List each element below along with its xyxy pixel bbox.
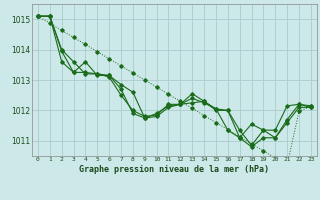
X-axis label: Graphe pression niveau de la mer (hPa): Graphe pression niveau de la mer (hPa) — [79, 165, 269, 174]
